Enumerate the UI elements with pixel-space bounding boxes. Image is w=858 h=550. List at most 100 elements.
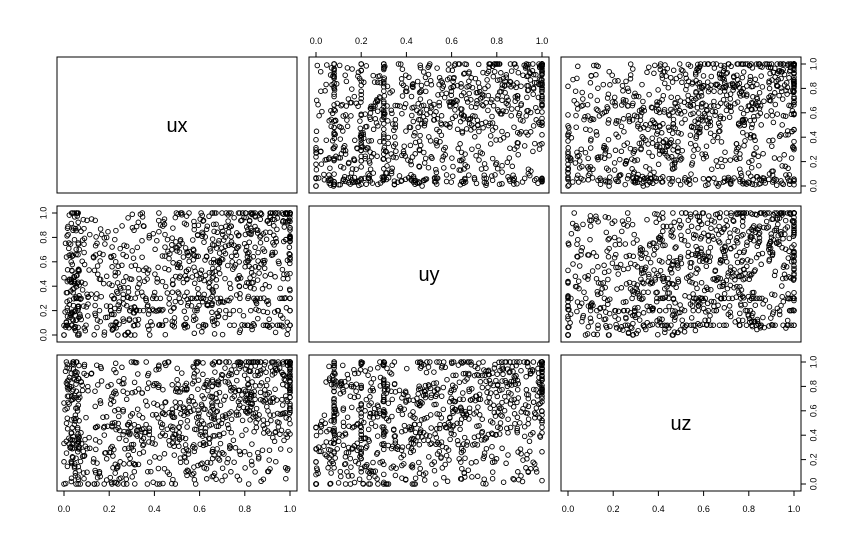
point bbox=[624, 140, 631, 146]
point bbox=[422, 155, 429, 162]
point bbox=[507, 145, 513, 151]
point bbox=[116, 435, 122, 442]
point bbox=[582, 114, 588, 120]
point bbox=[678, 222, 684, 228]
point bbox=[442, 461, 448, 468]
point bbox=[457, 118, 464, 125]
point bbox=[751, 237, 757, 244]
point bbox=[254, 277, 261, 283]
point bbox=[692, 118, 698, 124]
point bbox=[687, 264, 694, 271]
point bbox=[744, 242, 750, 248]
point bbox=[667, 267, 674, 273]
point bbox=[760, 314, 766, 321]
point bbox=[284, 257, 291, 264]
point bbox=[754, 94, 760, 101]
point bbox=[358, 95, 364, 102]
point bbox=[708, 73, 715, 80]
point bbox=[434, 65, 440, 71]
point bbox=[358, 61, 364, 67]
point bbox=[207, 460, 214, 466]
point bbox=[636, 295, 643, 302]
point bbox=[565, 267, 571, 274]
point bbox=[162, 411, 168, 418]
point bbox=[635, 311, 642, 318]
point bbox=[636, 107, 643, 114]
point bbox=[62, 480, 69, 487]
point bbox=[762, 61, 768, 67]
point bbox=[615, 271, 621, 277]
point bbox=[138, 438, 145, 444]
point bbox=[155, 363, 162, 370]
point bbox=[343, 449, 350, 456]
point bbox=[770, 93, 776, 100]
point bbox=[200, 406, 207, 412]
point bbox=[682, 210, 689, 216]
point bbox=[327, 175, 333, 182]
point bbox=[98, 293, 104, 300]
point bbox=[568, 230, 575, 237]
point bbox=[493, 161, 499, 168]
point bbox=[287, 295, 293, 302]
point bbox=[574, 106, 581, 112]
point bbox=[669, 227, 676, 233]
point bbox=[649, 321, 656, 328]
point bbox=[583, 295, 589, 302]
point bbox=[539, 424, 545, 431]
point bbox=[623, 157, 630, 164]
point bbox=[580, 221, 586, 228]
point bbox=[283, 210, 290, 216]
point bbox=[61, 440, 67, 447]
point bbox=[653, 289, 659, 296]
point bbox=[780, 113, 787, 119]
point bbox=[587, 145, 594, 151]
point bbox=[539, 132, 545, 138]
point bbox=[670, 210, 676, 216]
point bbox=[73, 246, 79, 253]
point bbox=[316, 112, 322, 119]
point bbox=[486, 61, 493, 67]
point bbox=[181, 308, 188, 315]
point bbox=[760, 150, 766, 157]
point bbox=[260, 397, 266, 404]
point bbox=[693, 135, 699, 141]
point bbox=[71, 296, 77, 302]
point bbox=[479, 102, 485, 108]
point bbox=[222, 393, 229, 400]
point bbox=[580, 314, 586, 321]
point bbox=[416, 421, 423, 428]
point bbox=[195, 323, 202, 329]
point bbox=[193, 426, 200, 433]
point bbox=[657, 319, 663, 326]
point bbox=[155, 465, 162, 472]
point bbox=[431, 112, 437, 118]
point bbox=[92, 252, 99, 258]
point bbox=[718, 257, 724, 264]
point bbox=[479, 94, 485, 100]
point bbox=[483, 182, 489, 188]
point bbox=[659, 96, 665, 103]
point bbox=[209, 360, 216, 367]
point bbox=[791, 102, 797, 108]
point bbox=[419, 183, 425, 189]
point bbox=[717, 113, 724, 119]
point bbox=[631, 169, 637, 175]
point bbox=[242, 231, 249, 238]
point bbox=[415, 124, 421, 131]
point bbox=[686, 273, 692, 280]
point bbox=[405, 157, 411, 163]
point bbox=[646, 64, 652, 70]
point bbox=[287, 251, 293, 258]
point bbox=[196, 410, 202, 417]
point bbox=[162, 265, 168, 272]
point bbox=[716, 214, 723, 221]
point bbox=[260, 231, 266, 237]
point bbox=[653, 178, 659, 184]
point bbox=[605, 136, 612, 143]
point bbox=[460, 116, 466, 122]
point bbox=[93, 424, 99, 430]
point bbox=[202, 432, 209, 438]
point bbox=[503, 108, 509, 115]
point bbox=[111, 446, 117, 453]
point bbox=[209, 473, 215, 480]
